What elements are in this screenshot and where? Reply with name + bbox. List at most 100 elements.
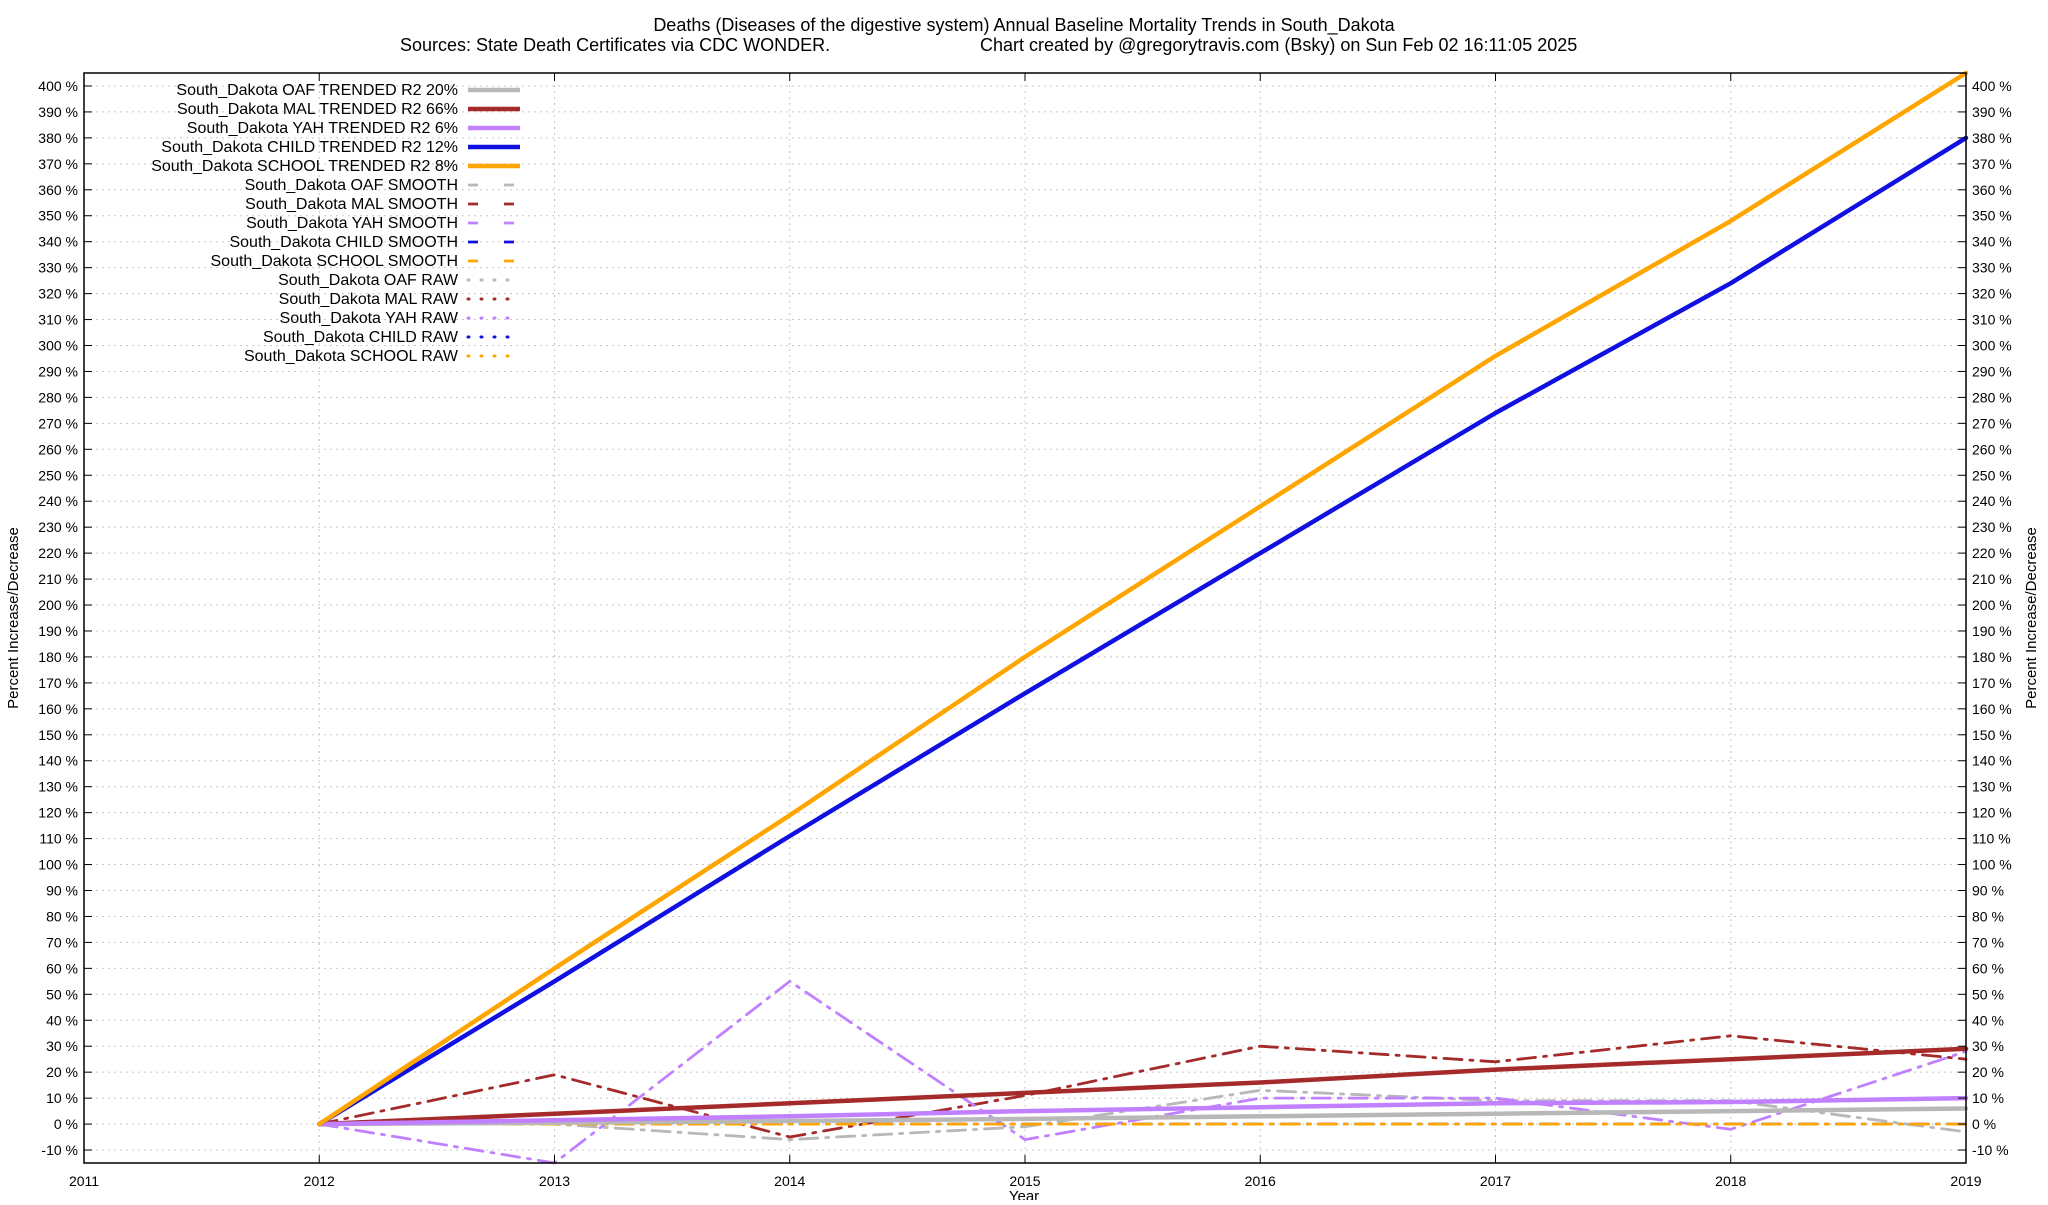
y-tick-label-right: 240 %	[1972, 493, 2012, 509]
x-axis-label: Year	[1009, 1188, 1039, 1200]
y-tick-label-right: 190 %	[1972, 623, 2012, 639]
y-tick-label-left: 60 %	[46, 960, 78, 976]
y-tick-label-right: 310 %	[1972, 312, 2012, 328]
y-tick-label-left: -10 %	[41, 1142, 78, 1158]
y-tick-label-left: 220 %	[38, 545, 78, 561]
y-tick-label-right: 10 %	[1972, 1090, 2004, 1106]
y-tick-label-right: 150 %	[1972, 727, 2012, 743]
y-tick-label-left: 90 %	[46, 883, 78, 899]
y-axis-label-left: Percent Increase/Decrease	[5, 527, 22, 709]
y-tick-label-right: 390 %	[1972, 104, 2012, 120]
y-tick-label-right: 50 %	[1972, 986, 2004, 1002]
series-line-south-dakota-school-trended-r2-8	[317, 70, 1969, 1127]
y-tick-label-left: 250 %	[38, 467, 78, 483]
y-tick-label-left: 200 %	[38, 597, 78, 613]
y-tick-label-right: 120 %	[1972, 805, 2012, 821]
legend-label: South_Dakota YAH TRENDED R2 6%	[187, 120, 458, 137]
y-tick-label-left: 230 %	[38, 519, 78, 535]
y-tick-label-left: 70 %	[46, 934, 78, 950]
legend-label: South_Dakota SCHOOL TRENDED R2 8%	[151, 158, 458, 175]
y-tick-label-right: 180 %	[1972, 649, 2012, 665]
x-tick-label: 2019	[1950, 1173, 1981, 1189]
y-tick-label-right: 300 %	[1972, 338, 2012, 354]
series-line-south-dakota-mal-smooth	[317, 1034, 1968, 1139]
y-tick-label-left: 390 %	[38, 104, 78, 120]
y-tick-label-right: 60 %	[1972, 960, 2004, 976]
y-tick-label-right: 30 %	[1972, 1038, 2004, 1054]
chart-subtitle-credit: Chart created by @gregorytravis.com (Bsk…	[980, 35, 1577, 55]
legend-label: South_Dakota MAL RAW	[279, 291, 459, 308]
y-tick-label-left: 80 %	[46, 908, 78, 924]
legend-label: South_Dakota YAH RAW	[280, 310, 459, 327]
y-tick-label-left: 340 %	[38, 234, 78, 250]
axis-ticks: -10 % -10 % 0 % 0 % 10 % 10 % 20 % 20 % 30 % 30 %…	[38, 73, 2012, 1189]
legend-label: South_Dakota MAL TRENDED R2 66%	[177, 101, 458, 118]
y-tick-label-left: 370 %	[38, 156, 78, 172]
y-tick-label-left: 260 %	[38, 441, 78, 457]
y-tick-label-left: 190 %	[38, 623, 78, 639]
y-tick-label-left: 270 %	[38, 415, 78, 431]
y-tick-label-left: 350 %	[38, 208, 78, 224]
x-tick-label: 2015	[1009, 1173, 1040, 1189]
y-tick-label-right: 210 %	[1972, 571, 2012, 587]
legend-label: South_Dakota MAL SMOOTH	[245, 196, 458, 213]
y-tick-label-left: 100 %	[38, 857, 78, 873]
x-tick-label: 2016	[1245, 1173, 1276, 1189]
y-tick-label-right: 100 %	[1972, 857, 2012, 873]
x-tick-label: 2012	[304, 1173, 335, 1189]
y-tick-label-right: 400 %	[1972, 78, 2012, 94]
y-tick-label-left: 0 %	[54, 1116, 78, 1132]
y-tick-label-left: 360 %	[38, 182, 78, 198]
legend-label: South_Dakota CHILD RAW	[263, 329, 459, 346]
y-tick-label-right: 80 %	[1972, 908, 2004, 924]
y-tick-label-left: 310 %	[38, 312, 78, 328]
y-tick-label-right: 370 %	[1972, 156, 2012, 172]
legend-label: South_Dakota OAF RAW	[278, 272, 459, 289]
y-tick-label-right: -10 %	[1972, 1142, 2009, 1158]
y-tick-label-left: 330 %	[38, 260, 78, 276]
y-tick-label-left: 170 %	[38, 675, 78, 691]
y-tick-label-right: 260 %	[1972, 441, 2012, 457]
y-tick-label-left: 290 %	[38, 363, 78, 379]
y-tick-label-right: 350 %	[1972, 208, 2012, 224]
y-tick-label-right: 170 %	[1972, 675, 2012, 691]
grid	[83, 73, 1967, 1163]
chart-title: Deaths (Diseases of the digestive system…	[653, 15, 1395, 36]
legend: South_Dakota OAF TRENDED R2 20% South_Dak…	[151, 82, 522, 365]
y-tick-label-right: 280 %	[1972, 389, 2012, 405]
y-tick-label-left: 10 %	[46, 1090, 78, 1106]
series-line-south-dakota-child-trended-r2-12	[317, 135, 1969, 1127]
y-tick-label-right: 70 %	[1972, 934, 2004, 950]
y-tick-label-left: 400 %	[38, 78, 78, 94]
y-tick-label-left: 130 %	[38, 779, 78, 795]
y-tick-label-left: 380 %	[38, 130, 78, 146]
y-tick-label-right: 160 %	[1972, 701, 2012, 717]
y-tick-label-right: 130 %	[1972, 779, 2012, 795]
x-tick-label: 2013	[539, 1173, 570, 1189]
legend-label: South_Dakota OAF TRENDED R2 20%	[176, 82, 458, 99]
y-tick-label-left: 20 %	[46, 1064, 78, 1080]
y-tick-label-left: 160 %	[38, 701, 78, 717]
y-tick-label-right: 330 %	[1972, 260, 2012, 276]
y-tick-label-right: 20 %	[1972, 1064, 2004, 1080]
x-tick-label: 2017	[1480, 1173, 1511, 1189]
y-tick-label-left: 110 %	[39, 831, 78, 847]
y-tick-label-left: 50 %	[46, 986, 78, 1002]
series-line-south-dakota-oaf-trended-r2-20	[317, 1106, 1969, 1127]
y-tick-label-left: 150 %	[38, 727, 78, 743]
y-tick-label-left: 40 %	[46, 1012, 78, 1028]
y-tick-label-left: 210 %	[38, 571, 78, 587]
y-tick-label-right: 320 %	[1972, 286, 2012, 302]
chart-subtitle-source: Sources: State Death Certificates via CD…	[400, 35, 830, 55]
y-tick-label-right: 380 %	[1972, 130, 2012, 146]
y-tick-label-left: 140 %	[38, 753, 78, 769]
series-line-south-dakota-mal-trended-r2-66	[317, 1046, 1969, 1127]
x-tick-label: 2018	[1715, 1173, 1746, 1189]
y-tick-label-right: 290 %	[1972, 363, 2012, 379]
y-tick-label-right: 0 %	[1972, 1116, 1996, 1132]
legend-label: South_Dakota OAF SMOOTH	[245, 177, 458, 194]
y-tick-label-left: 120 %	[38, 805, 78, 821]
x-tick-label: 2011	[69, 1173, 99, 1189]
